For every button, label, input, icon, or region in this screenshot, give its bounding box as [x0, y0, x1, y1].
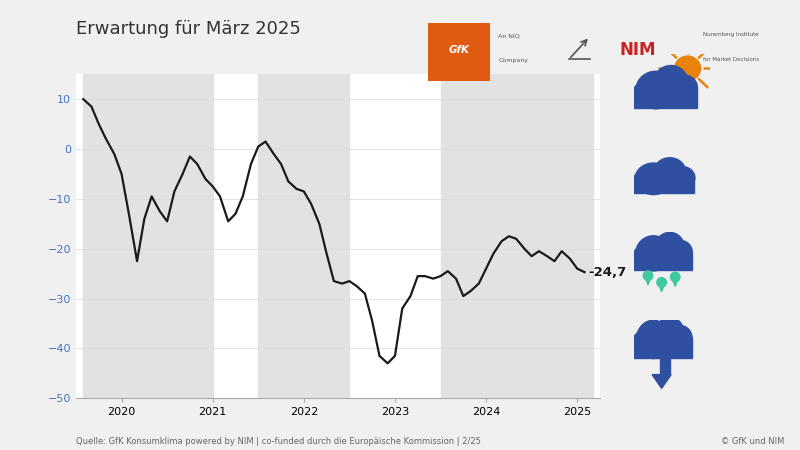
Circle shape — [632, 172, 654, 192]
Circle shape — [635, 163, 672, 194]
Text: © GfK und NIM: © GfK und NIM — [721, 436, 784, 446]
Circle shape — [674, 56, 701, 81]
Circle shape — [632, 331, 654, 356]
Text: Erwartung für März 2025: Erwartung für März 2025 — [76, 20, 301, 38]
Text: for Market Decisions: for Market Decisions — [702, 57, 759, 62]
Bar — [634, 252, 691, 270]
Bar — [634, 338, 691, 358]
Text: -24,7: -24,7 — [588, 266, 626, 279]
Circle shape — [669, 166, 695, 189]
Bar — [83, 74, 213, 398]
Circle shape — [655, 232, 684, 261]
Polygon shape — [645, 275, 651, 285]
Circle shape — [632, 83, 657, 106]
Circle shape — [655, 317, 684, 349]
Circle shape — [636, 71, 675, 109]
Circle shape — [643, 271, 653, 280]
Circle shape — [670, 272, 680, 282]
Circle shape — [657, 278, 666, 287]
Polygon shape — [652, 374, 671, 388]
Text: NIM: NIM — [620, 41, 656, 59]
Bar — [634, 89, 697, 108]
Circle shape — [637, 320, 670, 359]
Circle shape — [654, 158, 686, 184]
Circle shape — [669, 326, 692, 351]
Bar — [634, 177, 694, 194]
Text: GfK: GfK — [449, 45, 470, 55]
Polygon shape — [672, 277, 678, 287]
Bar — [258, 74, 350, 398]
Text: Quelle: GfK Konsumklima powered by NIM | co-funded durch die Europäische Kommiss: Quelle: GfK Konsumklima powered by NIM |… — [76, 436, 481, 446]
Bar — [660, 358, 670, 374]
Circle shape — [670, 75, 698, 101]
Text: Company: Company — [498, 58, 529, 63]
Circle shape — [654, 66, 688, 97]
Text: An NIQ: An NIQ — [498, 34, 520, 39]
Circle shape — [632, 247, 654, 268]
Circle shape — [636, 236, 671, 271]
FancyBboxPatch shape — [428, 22, 490, 81]
Text: Nuremberg Institute: Nuremberg Institute — [702, 32, 758, 37]
Circle shape — [669, 240, 692, 263]
Bar — [441, 74, 593, 398]
Polygon shape — [658, 283, 665, 292]
